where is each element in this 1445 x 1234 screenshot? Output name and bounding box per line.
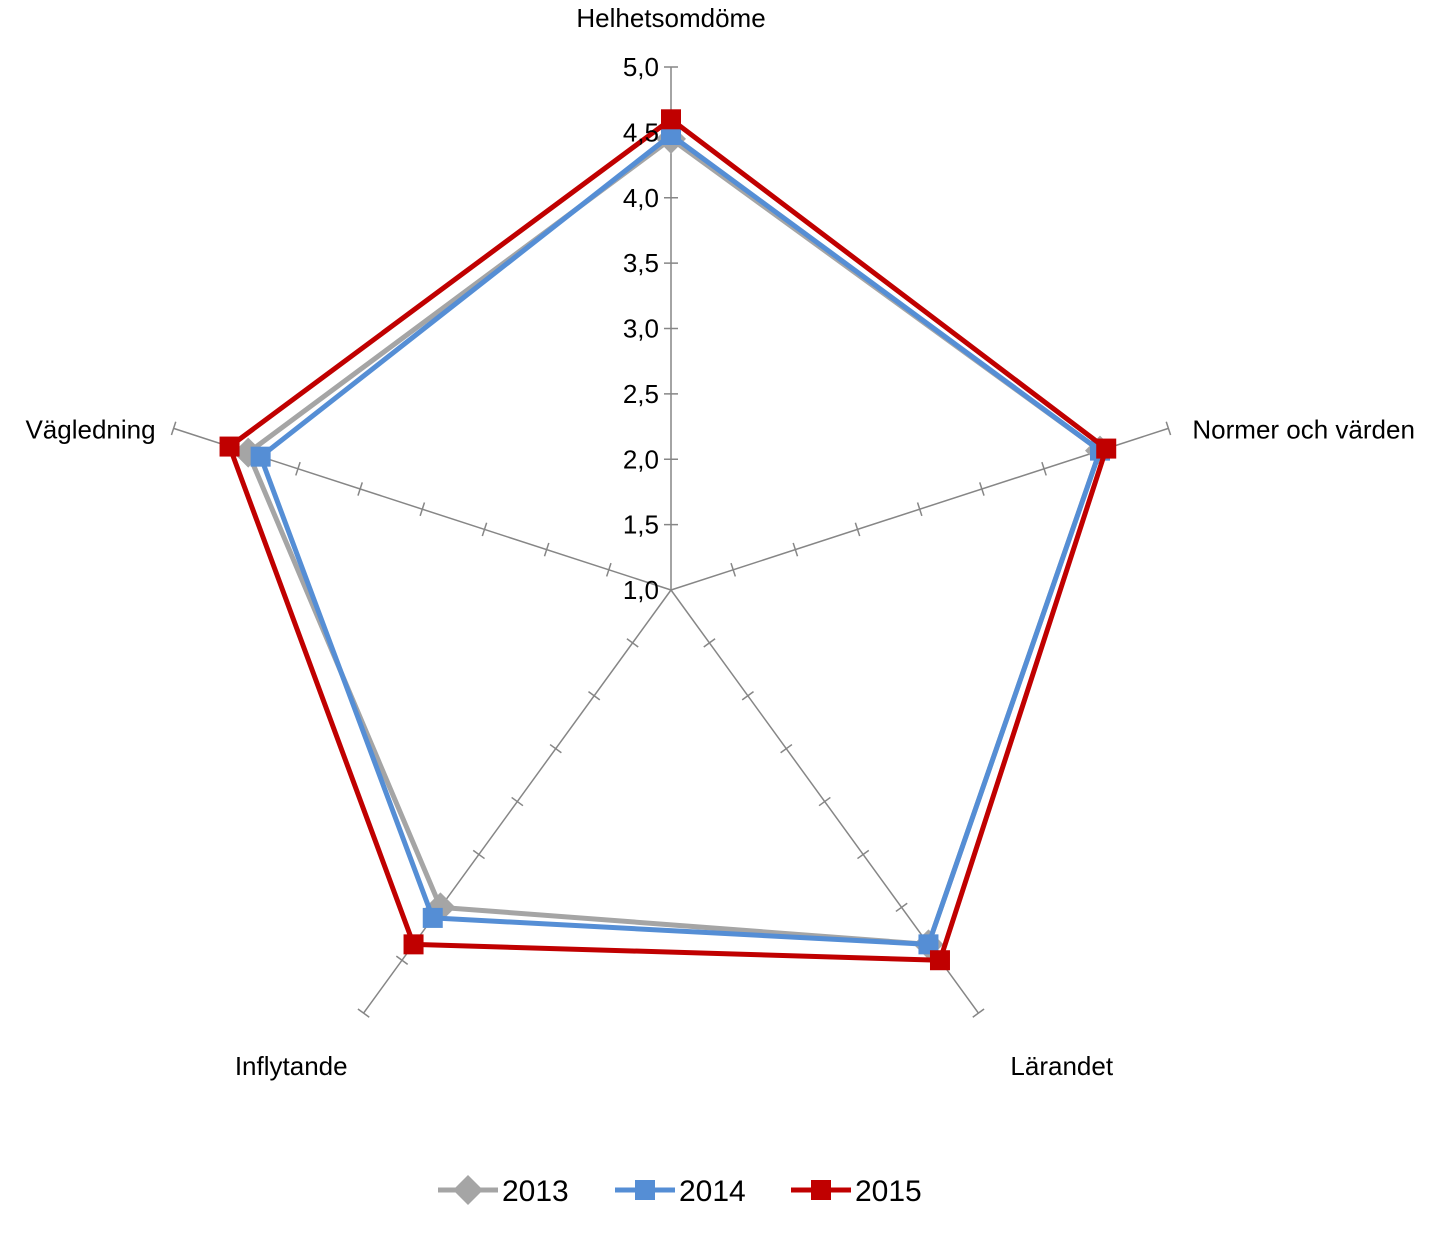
tick-label: 1,0 [623, 575, 659, 605]
legend-marker [635, 1180, 655, 1200]
axis-tick [170, 421, 177, 436]
series-point-2014 [661, 124, 681, 145]
axis-tick [857, 849, 870, 860]
radar-labels: 1,0 1,5 2,0 2,5 3,0 3,5 4,0 4,5 5,0 Helhetsomdöme… [25, 3, 1414, 1081]
legend-label: 2015 [855, 1175, 922, 1208]
axis-tick [419, 502, 426, 517]
tick-label: 3,0 [623, 314, 659, 344]
axis-label: Inflytande [235, 1051, 348, 1081]
series-line-2014 [258, 132, 1103, 947]
tick-label: 4,0 [623, 183, 659, 213]
axis-tick [357, 1008, 370, 1018]
axis-tick [792, 542, 799, 557]
axis-tick [481, 522, 488, 537]
series-point-2014 [250, 446, 271, 467]
axis-tick [295, 461, 301, 476]
axis-tick [626, 638, 639, 648]
axis-tick [605, 562, 612, 577]
tick-label: 2,0 [623, 444, 659, 474]
legend-marker [811, 1180, 831, 1200]
axis-tick [780, 743, 793, 754]
series-line-2015 [227, 116, 1109, 963]
series-point-2014 [422, 907, 443, 928]
axis-tick [818, 796, 831, 807]
axis-tick [895, 902, 908, 913]
legend-label: 2014 [679, 1175, 746, 1208]
series-point-2015 [929, 950, 950, 971]
axis-tick [1165, 421, 1172, 436]
legend: 2013 2014 2015 [438, 1175, 922, 1208]
axis-label: Helhetsomdöme [576, 3, 765, 33]
axis-tick [588, 691, 601, 701]
axis-tick [730, 562, 737, 577]
legend-label: 2013 [502, 1175, 569, 1208]
axis-tick [549, 743, 562, 754]
series-point-2014 [918, 934, 939, 955]
axis-tick [357, 482, 363, 496]
series-point-2015 [1096, 438, 1117, 459]
tick-label: 1,5 [623, 510, 659, 540]
tick-label: 5,0 [623, 52, 659, 82]
axis-tick [472, 849, 485, 860]
axis-tick [1041, 461, 1047, 476]
tick-label: 4,5 [623, 117, 659, 147]
axis-tick [741, 691, 754, 701]
legend-marker [453, 1175, 483, 1205]
axis-tick [972, 1008, 985, 1018]
radar-series [219, 109, 1117, 971]
series-point-2015 [219, 436, 240, 457]
axis-label: Normer och värden [1192, 414, 1415, 444]
axis-tick [854, 522, 861, 537]
axis-tick [511, 796, 524, 807]
tick-label: 3,5 [623, 248, 659, 278]
axis-tick [703, 638, 716, 648]
axis-label: Lärandet [1010, 1051, 1113, 1081]
axis-tick [979, 482, 985, 496]
axis-tick [543, 542, 550, 557]
series-point-2015 [403, 934, 424, 955]
axis-tick [395, 955, 409, 965]
axis-label: Vägledning [25, 414, 155, 444]
axis-tick [916, 502, 923, 517]
series-point-2015 [661, 109, 681, 130]
tick-label: 2,5 [623, 379, 659, 409]
radar-axes [170, 66, 1172, 1018]
